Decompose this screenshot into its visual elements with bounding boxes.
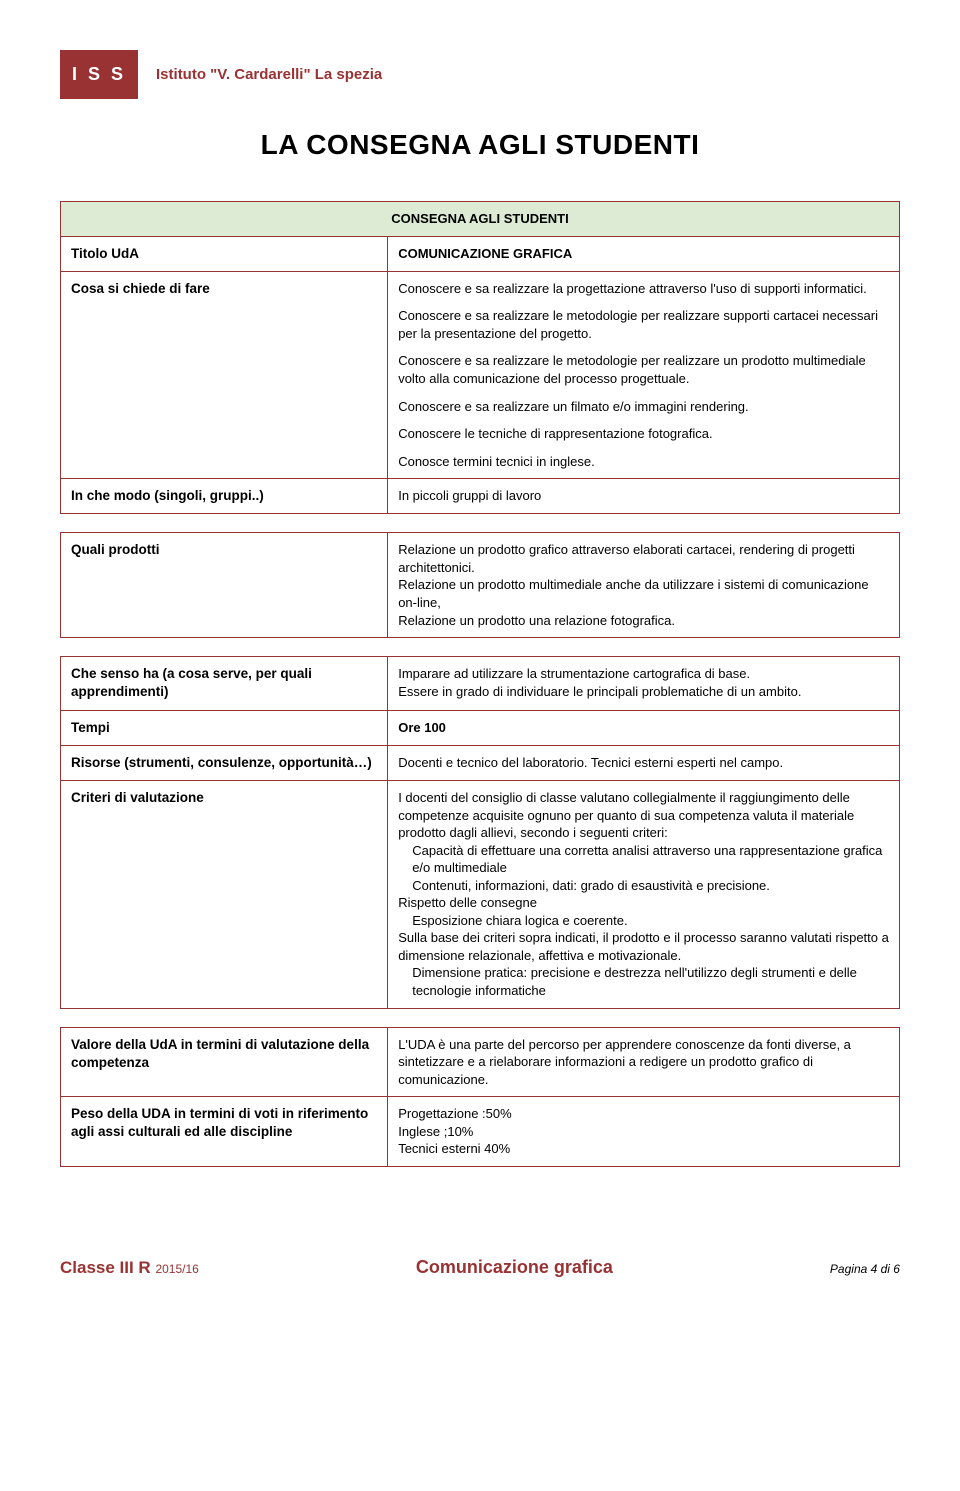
footer: Classe III R 2015/16 Comunicazione grafi… — [60, 1257, 900, 1278]
table-row: In che modo (singoli, gruppi..) In picco… — [61, 479, 900, 514]
table-consegna: CONSEGNA AGLI STUDENTI Titolo UdA COMUNI… — [60, 201, 900, 514]
label-che-senso: Che senso ha (a cosa serve, per quali ap… — [61, 657, 388, 710]
paragraph: Conoscere e sa realizzare la progettazio… — [398, 280, 889, 298]
bullet: Esposizione chiara logica e coerente. — [398, 912, 889, 930]
paragraph: Conoscere e sa realizzare un filmato e/o… — [398, 398, 889, 416]
paragraph: Conosce termini tecnici in inglese. — [398, 453, 889, 471]
value-quali-prodotti: Relazione un prodotto grafico attraverso… — [388, 533, 900, 638]
table-row: Criteri di valutazione I docenti del con… — [61, 780, 900, 1008]
label-peso: Peso della UDA in termini di voti in rif… — [61, 1097, 388, 1167]
institute-name: Istituto "V. Cardarelli" La spezia — [156, 66, 382, 83]
value-tempi: Ore 100 — [388, 710, 900, 745]
table-row: Titolo UdA COMUNICAZIONE GRAFICA — [61, 236, 900, 271]
value-valore: L'UDA è una parte del percorso per appre… — [388, 1027, 900, 1097]
table-row: Tempi Ore 100 — [61, 710, 900, 745]
table-row: Che senso ha (a cosa serve, per quali ap… — [61, 657, 900, 710]
table-row: Valore della UdA in termini di valutazio… — [61, 1027, 900, 1097]
bullet: Contenuti, informazioni, dati: grado di … — [398, 877, 889, 895]
value-criteri: I docenti del consiglio di classe valuta… — [388, 780, 900, 1008]
table-row: Cosa si chiede di fare Conoscere e sa re… — [61, 271, 900, 478]
value-in-che-modo: In piccoli gruppi di lavoro — [388, 479, 900, 514]
label-valore: Valore della UdA in termini di valutazio… — [61, 1027, 388, 1097]
footer-class-name: Classe III R — [60, 1258, 151, 1277]
label-tempi: Tempi — [61, 710, 388, 745]
section-header-row: CONSEGNA AGLI STUDENTI — [61, 202, 900, 237]
header: I S S Istituto "V. Cardarelli" La spezia — [60, 50, 900, 99]
label-criteri: Criteri di valutazione — [61, 780, 388, 1008]
table-row: Quali prodotti Relazione un prodotto gra… — [61, 533, 900, 638]
paragraph: Imparare ad utilizzare la strumentazione… — [398, 665, 889, 683]
table-row: Risorse (strumenti, consulenze, opportun… — [61, 745, 900, 780]
table-valore-peso: Valore della UdA in termini di valutazio… — [60, 1027, 900, 1167]
table-row: Peso della UDA in termini di voti in rif… — [61, 1097, 900, 1167]
label-risorse: Risorse (strumenti, consulenze, opportun… — [61, 745, 388, 780]
value-titolo-uda: COMUNICAZIONE GRAFICA — [388, 236, 900, 271]
paragraph: Progettazione :50% — [398, 1105, 889, 1123]
table-senso-tempi: Che senso ha (a cosa serve, per quali ap… — [60, 656, 900, 1008]
label-titolo-uda: Titolo UdA — [61, 236, 388, 271]
label-in-che-modo: In che modo (singoli, gruppi..) — [61, 479, 388, 514]
logo-badge: I S S — [60, 50, 138, 99]
footer-subject: Comunicazione grafica — [416, 1257, 613, 1278]
footer-page: Pagina 4 di 6 — [830, 1262, 900, 1276]
paragraph: Essere in grado di individuare le princi… — [398, 683, 889, 701]
paragraph: Relazione un prodotto multimediale anche… — [398, 576, 889, 611]
paragraph: Conoscere e sa realizzare le metodologie… — [398, 352, 889, 387]
value-risorse: Docenti e tecnico del laboratorio. Tecni… — [388, 745, 900, 780]
footer-year: 2015/16 — [155, 1262, 198, 1276]
paragraph: Relazione un prodotto grafico attraverso… — [398, 541, 889, 576]
paragraph: I docenti del consiglio di classe valuta… — [398, 789, 889, 842]
label-quali-prodotti: Quali prodotti — [61, 533, 388, 638]
page-title: LA CONSEGNA AGLI STUDENTI — [60, 129, 900, 161]
paragraph: Conoscere e sa realizzare le metodologie… — [398, 307, 889, 342]
paragraph: Rispetto delle consegne — [398, 894, 889, 912]
bullet: Dimensione pratica: precisione e destrez… — [398, 964, 889, 999]
footer-class: Classe III R 2015/16 — [60, 1258, 199, 1278]
bullet: Capacità di effettuare una corretta anal… — [398, 842, 889, 877]
value-peso: Progettazione :50% Inglese ;10% Tecnici … — [388, 1097, 900, 1167]
page: I S S Istituto "V. Cardarelli" La spezia… — [0, 0, 960, 1308]
label-cosa-si-chiede: Cosa si chiede di fare — [61, 271, 388, 478]
paragraph: Inglese ;10% — [398, 1123, 889, 1141]
section-header: CONSEGNA AGLI STUDENTI — [61, 202, 900, 237]
paragraph: Tecnici esterni 40% — [398, 1140, 889, 1158]
paragraph: Relazione un prodotto una relazione foto… — [398, 612, 889, 630]
value-cosa-si-chiede: Conoscere e sa realizzare la progettazio… — [388, 271, 900, 478]
paragraph: Conoscere le tecniche di rappresentazion… — [398, 425, 889, 443]
paragraph: Sulla base dei criteri sopra indicati, i… — [398, 929, 889, 964]
value-che-senso: Imparare ad utilizzare la strumentazione… — [388, 657, 900, 710]
table-prodotti: Quali prodotti Relazione un prodotto gra… — [60, 532, 900, 638]
